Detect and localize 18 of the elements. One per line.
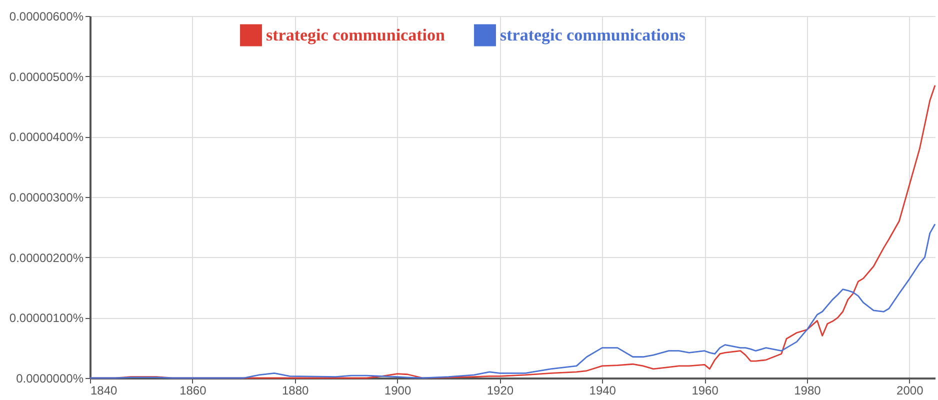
x-tick-label: 1960 bbox=[692, 384, 719, 398]
y-tick-label: 0.00000600% bbox=[9, 10, 84, 24]
legend-label: strategic communications bbox=[500, 25, 686, 44]
y-tick-label: 0.00000200% bbox=[9, 250, 84, 265]
x-tick-label: 1920 bbox=[486, 384, 514, 398]
y-tick-label: 0.00000100% bbox=[9, 311, 84, 326]
legend-label: strategic communication bbox=[266, 25, 446, 44]
y-tick-label: 0.00000500% bbox=[9, 70, 84, 84]
x-tick-label: 1940 bbox=[589, 384, 616, 398]
x-tick-label: 1900 bbox=[384, 384, 412, 398]
x-tick-label: 2000 bbox=[896, 384, 924, 398]
x-tick-label: 1880 bbox=[282, 384, 310, 398]
y-tick-label: 0.0000000% bbox=[16, 372, 84, 386]
x-tick-label: 1980 bbox=[794, 384, 822, 398]
x-tick-label: 1860 bbox=[180, 384, 207, 398]
y-tick-label: 0.00000400% bbox=[9, 130, 84, 144]
x-tick-label: 1840 bbox=[90, 384, 118, 398]
y-tick-label: 0.00000300% bbox=[9, 190, 84, 204]
